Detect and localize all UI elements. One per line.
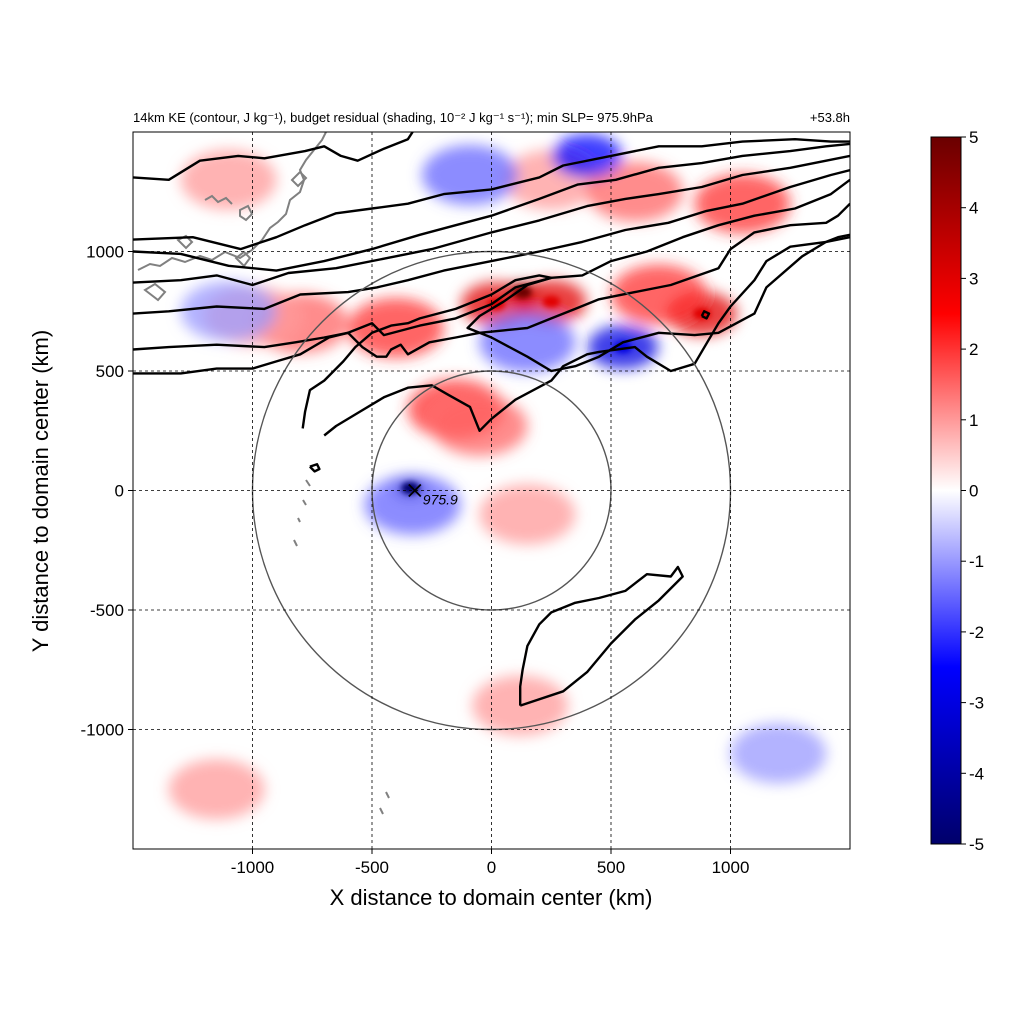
coastline xyxy=(239,204,254,222)
colorbar-tick-label: 0 xyxy=(969,482,978,501)
coastline-layer xyxy=(137,132,390,815)
ke-contour-c7 xyxy=(133,202,850,375)
range-circle-layer xyxy=(251,250,732,731)
y-axis-ticks: -1000 -500 0 500 1000 xyxy=(81,243,133,740)
shading-blob xyxy=(180,281,277,342)
shading-blob xyxy=(431,395,528,456)
storm-center-label: 975.9 xyxy=(423,492,458,508)
ke-contour-c11 xyxy=(309,463,321,473)
y-tick-label: -500 xyxy=(90,601,124,620)
plot-area: 975.9 xyxy=(132,131,851,850)
coastline xyxy=(204,194,233,205)
colorbar-tick-label: -4 xyxy=(969,764,984,783)
shading-blob xyxy=(421,145,518,206)
ke-contour-c3 xyxy=(133,142,850,272)
shading-core xyxy=(542,295,561,308)
colorbar-tick-label: 3 xyxy=(969,269,978,288)
shading-blob xyxy=(551,133,623,178)
ke-contour-c12 xyxy=(700,310,711,320)
ke-contour-c2 xyxy=(133,138,850,251)
x-tick-label: 1000 xyxy=(712,858,750,877)
shading-blob xyxy=(364,474,461,535)
colorbar-tick-label: 1 xyxy=(969,411,978,430)
x-tick-label: 500 xyxy=(597,858,625,877)
coastline xyxy=(293,479,390,815)
y-tick-label: -1000 xyxy=(81,721,124,740)
chart-title-left: 14km KE (contour, J kg⁻¹), budget residu… xyxy=(133,110,654,125)
x-axis-ticks: -1000 -500 0 500 1000 xyxy=(231,849,750,877)
ke-contour-c9 xyxy=(323,236,850,437)
shading-blob xyxy=(168,759,265,820)
y-tick-label: 0 xyxy=(115,482,124,501)
y-tick-label: 1000 xyxy=(86,243,124,262)
coastline xyxy=(290,170,308,188)
x-tick-label: -500 xyxy=(355,858,389,877)
x-tick-label: -1000 xyxy=(231,858,274,877)
colorbar-gradient xyxy=(930,136,962,845)
y-axis-label: Y distance to domain center (km) xyxy=(28,330,53,652)
coastline xyxy=(234,250,252,268)
colorbar-tick-label: -5 xyxy=(969,835,984,854)
colorbar: 5 4 3 2 1 0 -1 -2 -3 -4 -5 xyxy=(930,128,984,854)
range-circle-1000km xyxy=(251,250,732,731)
range-circle-500km xyxy=(371,370,612,611)
colorbar-tick-label: 4 xyxy=(969,199,978,218)
colorbar-tick-label: 2 xyxy=(969,340,978,359)
coastline xyxy=(137,132,327,271)
shading-core xyxy=(513,286,532,299)
shading-blob xyxy=(479,312,576,373)
y-tick-label: 500 xyxy=(96,362,124,381)
colorbar-ticks: 5 4 3 2 1 0 -1 -2 -3 -4 -5 xyxy=(961,128,984,854)
storm-center: 975.9 xyxy=(408,483,458,508)
colorbar-tick-label: -1 xyxy=(969,552,984,571)
colorbar-tick-label: 5 xyxy=(969,128,978,147)
storm-center-marker xyxy=(408,483,422,498)
coastline xyxy=(143,282,167,302)
x-axis-label: X distance to domain center (km) xyxy=(330,885,653,910)
ke-contour-c4 xyxy=(133,154,850,287)
ke-contour-c1 xyxy=(133,132,414,181)
colorbar-tick-label: -2 xyxy=(969,623,984,642)
colorbar-tick-label: -3 xyxy=(969,694,984,713)
shading-blob xyxy=(479,484,576,545)
x-tick-label: 0 xyxy=(487,858,496,877)
chart-title-right: +53.8h xyxy=(810,110,850,125)
shading-blob xyxy=(730,723,827,784)
ke-contour-c5 xyxy=(133,169,850,315)
